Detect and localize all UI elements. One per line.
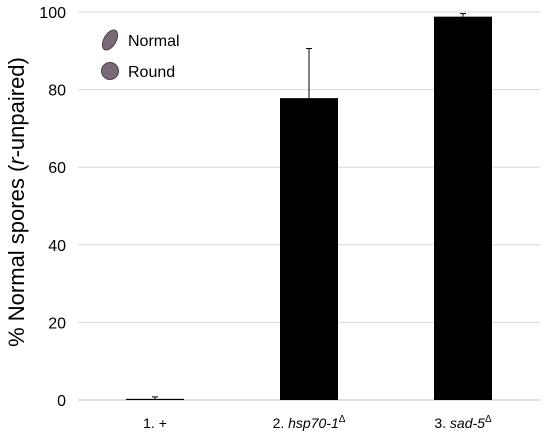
y-axis-label: % Normal spores (r-unpaired) bbox=[4, 57, 29, 347]
legend-label-round: Round bbox=[128, 64, 175, 81]
y-tick-label-100: 100 bbox=[39, 5, 66, 22]
bars bbox=[126, 16, 492, 401]
bar-1 bbox=[126, 398, 184, 400]
bar-2 bbox=[280, 98, 338, 401]
x-category-label-2: 2. hsp70-1Δ bbox=[273, 414, 346, 431]
y-tick-label-40: 40 bbox=[48, 238, 66, 255]
legend: Normal Round bbox=[101, 29, 180, 81]
legend-label-normal: Normal bbox=[128, 33, 180, 50]
x-category-label-3: 3. sad-5Δ bbox=[434, 414, 492, 431]
error-bars bbox=[152, 13, 466, 399]
legend-item-round: Round bbox=[101, 62, 175, 81]
x-category-label-1: 1. + bbox=[143, 415, 167, 431]
x-category-labels: 1. + 2. hsp70-1Δ 3. sad-5Δ bbox=[143, 414, 492, 431]
oval-spore-icon bbox=[101, 29, 119, 51]
y-tick-label-80: 80 bbox=[48, 83, 66, 100]
legend-item-normal: Normal bbox=[101, 29, 180, 51]
y-tick-label-60: 60 bbox=[48, 160, 66, 177]
y-tick-label-0: 0 bbox=[57, 393, 66, 410]
bar-3 bbox=[434, 16, 492, 400]
round-spore-icon bbox=[101, 62, 119, 80]
y-tick-label-20: 20 bbox=[48, 315, 66, 332]
y-tick-labels: 0 20 40 60 80 100 bbox=[39, 5, 66, 410]
